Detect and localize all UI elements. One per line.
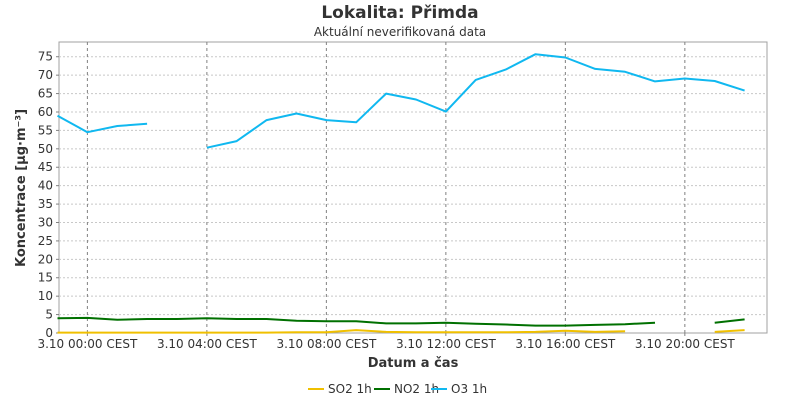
x-tick-label: 3.10 20:00 CEST bbox=[635, 337, 736, 351]
series-line-no2 bbox=[714, 318, 745, 324]
y-tick-label: 75 bbox=[38, 50, 53, 64]
chart-subtitle: Aktuální neverifikovaná data bbox=[314, 25, 486, 39]
y-tick-label: 45 bbox=[38, 160, 53, 174]
y-tick-label: 30 bbox=[38, 215, 53, 229]
y-axis-title: Koncentrace [µg·m⁻³] bbox=[14, 109, 29, 267]
y-tick-label: 15 bbox=[38, 271, 53, 285]
series-line-o3 bbox=[57, 114, 148, 134]
chart-title: Lokalita: Přimda bbox=[321, 3, 478, 23]
grid-lines bbox=[59, 42, 767, 333]
x-tick-label: 3.10 00:00 CEST bbox=[37, 337, 138, 351]
y-tick-label: 10 bbox=[38, 289, 53, 303]
y-tick-label: 65 bbox=[38, 87, 53, 101]
series-line-so2 bbox=[714, 329, 745, 333]
x-tick-label: 3.10 08:00 CEST bbox=[276, 337, 377, 351]
y-tick-label: 55 bbox=[38, 123, 53, 137]
y-tick-label: 25 bbox=[38, 234, 53, 248]
series-line-no2 bbox=[57, 316, 656, 327]
legend-label-o3: O3 1h bbox=[451, 382, 487, 396]
y-tick-label: 35 bbox=[38, 197, 53, 211]
y-tick-label: 60 bbox=[38, 105, 53, 119]
x-tick-label: 3.10 16:00 CEST bbox=[515, 337, 616, 351]
x-axis-ticks: 3.10 00:00 CEST 3.10 04:00 CEST 3.10 08:00… bbox=[37, 333, 735, 351]
y-tick-label: 70 bbox=[38, 68, 53, 82]
x-tick-label: 3.10 12:00 CEST bbox=[396, 337, 497, 351]
y-tick-label: 50 bbox=[38, 142, 53, 156]
legend-label-no2: NO2 1h bbox=[394, 382, 439, 396]
x-axis-title: Datum a čas bbox=[368, 356, 459, 371]
y-tick-label: 5 bbox=[45, 308, 53, 322]
y-tick-label: 20 bbox=[38, 252, 53, 266]
x-tick-label: 3.10 04:00 CEST bbox=[157, 337, 258, 351]
series-line-so2 bbox=[57, 329, 626, 334]
series-lines bbox=[57, 53, 745, 334]
legend: SO2 1h NO2 1h O3 1h bbox=[308, 382, 487, 396]
y-axis-ticks: 0 5 10 15 20 25 30 35 40 45 50 55 60 65 70 75 bbox=[38, 50, 59, 340]
y-tick-label: 40 bbox=[38, 179, 53, 193]
y-tick-label: 0 bbox=[45, 326, 53, 340]
series-line-o3 bbox=[206, 53, 745, 149]
plot-area bbox=[58, 41, 768, 334]
legend-label-so2: SO2 1h bbox=[328, 382, 372, 396]
